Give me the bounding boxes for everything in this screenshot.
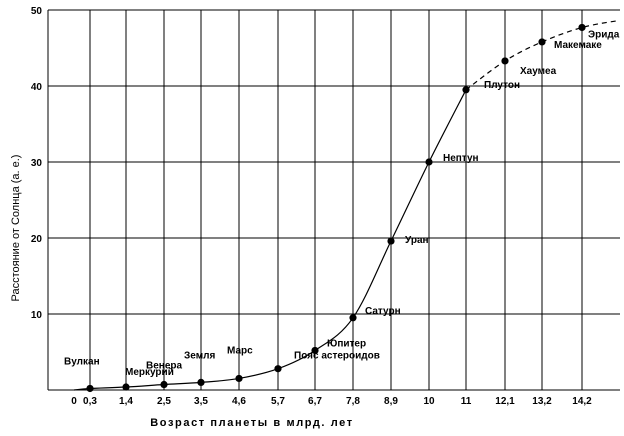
y-tick-label: 20 xyxy=(31,234,43,245)
y-axis-label: Расстояние от Солнца (а. е.) xyxy=(10,155,22,302)
point-label: Эрида xyxy=(588,29,620,40)
y-tick-label: 50 xyxy=(31,6,43,17)
data-point xyxy=(462,86,470,94)
data-point xyxy=(235,374,243,383)
grid xyxy=(47,9,620,391)
x-tick-label: 5,7 xyxy=(271,396,285,407)
data-point xyxy=(86,384,94,393)
point-label: Макемаке xyxy=(554,40,602,51)
point-label: Земля xyxy=(184,350,215,361)
data-point xyxy=(578,23,586,32)
x-tick-label: 1,4 xyxy=(119,396,133,407)
data-point xyxy=(501,57,509,65)
point-label: Юпитер xyxy=(327,338,366,349)
y-tick-label: 40 xyxy=(31,82,43,93)
data-point xyxy=(387,237,395,245)
x-tick-label: 0 xyxy=(71,396,77,407)
y-tick-label: 10 xyxy=(31,310,43,321)
point-label: Марс xyxy=(227,345,253,356)
x-tick-label: 0,3 xyxy=(83,396,97,407)
data-point xyxy=(425,158,433,166)
x-tick-label: 13,2 xyxy=(532,396,552,407)
x-tick-label: 8,9 xyxy=(384,396,398,407)
y-tick-label: 30 xyxy=(31,158,43,169)
data-point xyxy=(274,365,282,373)
x-tick-label: 14,2 xyxy=(572,396,592,407)
point-label: Уран xyxy=(405,235,429,246)
point-label: Плутон xyxy=(484,80,520,91)
x-tick-label: 12,1 xyxy=(495,396,515,407)
point-label: Пояс астероидов xyxy=(294,351,380,362)
x-axis-label: Возраст планеты в млрд. лет xyxy=(150,417,353,429)
x-axis-ticks: 0 0,3 1,4 2,5 3,5 4,6 5,7 6,7 7,8 8,9 10 11 12,1 13,2… xyxy=(71,396,592,407)
point-label: Меркурий xyxy=(125,367,174,378)
point-label: Вулкан xyxy=(64,356,100,367)
data-point xyxy=(349,314,357,322)
x-tick-label: 2,5 xyxy=(157,396,171,407)
x-tick-label: 7,8 xyxy=(346,396,360,407)
x-tick-label: 4,6 xyxy=(232,396,246,407)
x-tick-label: 10 xyxy=(423,396,435,407)
x-tick-label: 6,7 xyxy=(308,396,322,407)
data-point xyxy=(122,383,130,391)
point-label: Хаумеа xyxy=(520,66,557,77)
data-point xyxy=(197,378,205,386)
x-tick-label: 3,5 xyxy=(194,396,208,407)
data-point xyxy=(311,346,319,355)
point-label: Венера xyxy=(146,361,182,372)
data-point xyxy=(538,38,546,46)
point-label: Нептун xyxy=(443,153,479,164)
point-label: Сатурн xyxy=(365,306,401,317)
data-point xyxy=(160,380,168,389)
x-tick-label: 11 xyxy=(461,396,472,407)
y-axis-ticks: 10 20 30 40 50 xyxy=(31,6,43,321)
data-points xyxy=(86,23,586,393)
